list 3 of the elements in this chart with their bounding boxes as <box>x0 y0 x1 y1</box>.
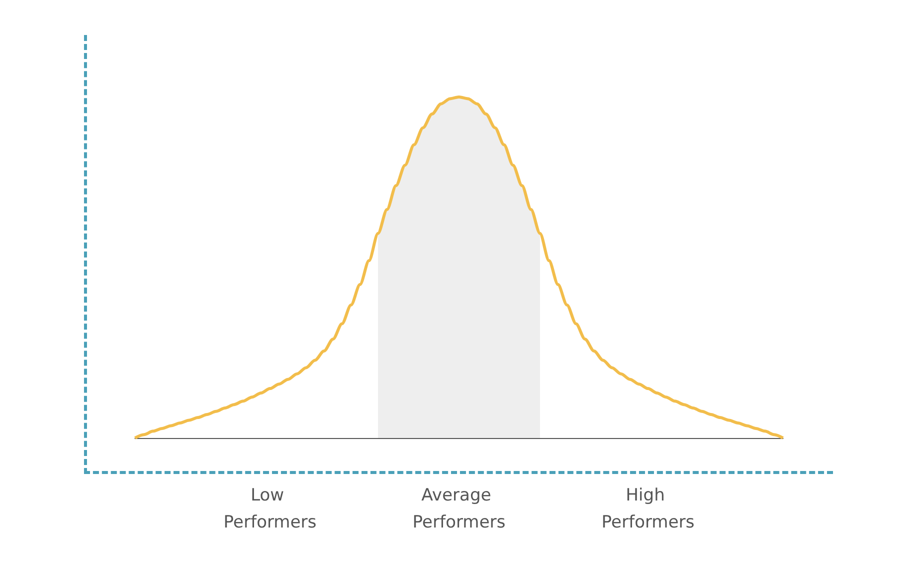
x-tick-label: High Performers <box>601 486 695 532</box>
x-tick-label: Low Performers <box>223 486 317 532</box>
x-tick-label: Average Performers <box>412 486 506 532</box>
